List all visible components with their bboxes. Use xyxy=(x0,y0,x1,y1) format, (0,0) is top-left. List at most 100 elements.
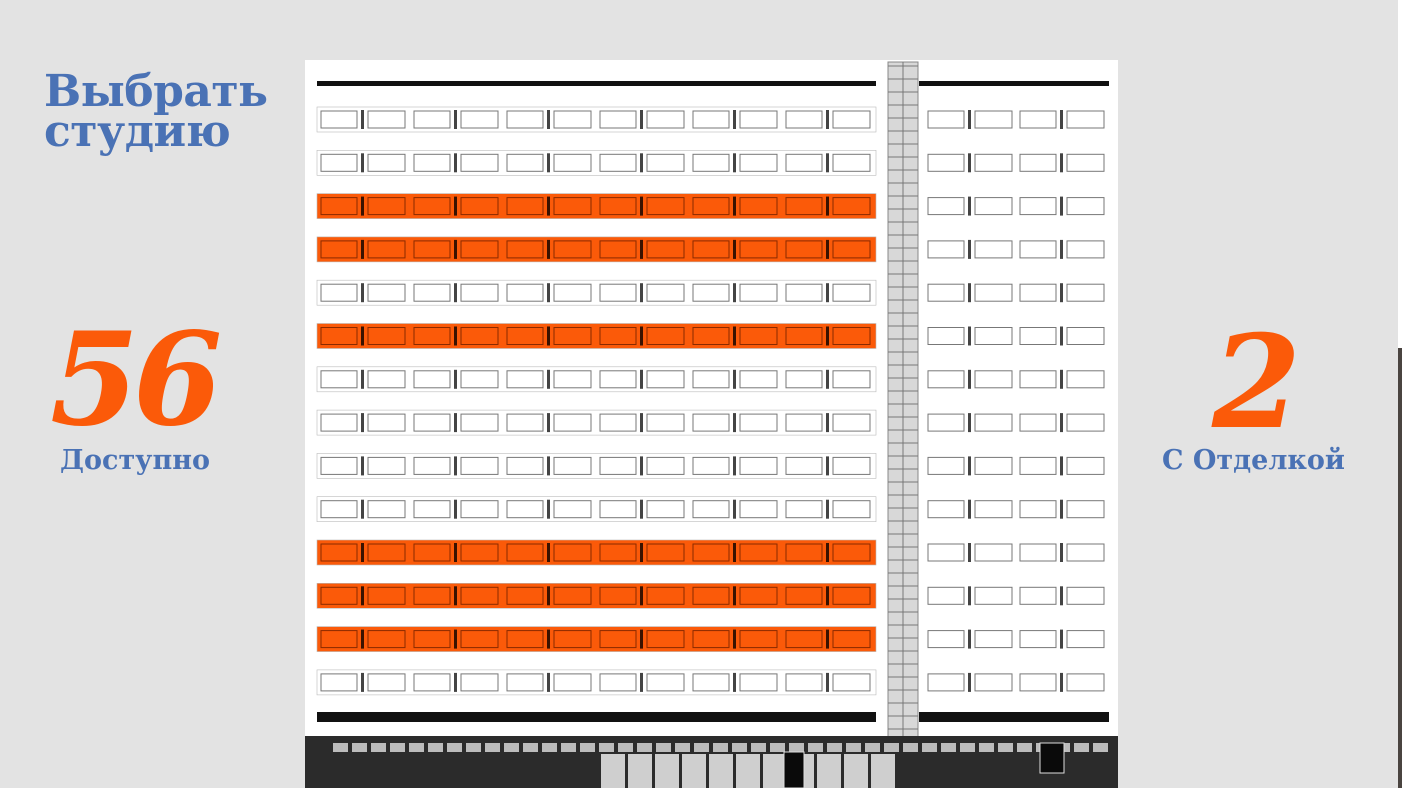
entrance-door[interactable] xyxy=(1039,742,1065,774)
window xyxy=(1019,283,1057,302)
finished-label: С Отделкой xyxy=(1162,445,1345,476)
window xyxy=(1066,456,1105,475)
floor-11[interactable] xyxy=(316,236,877,263)
floor-10[interactable] xyxy=(316,279,877,306)
window-mullion xyxy=(733,369,736,389)
floor-2[interactable] xyxy=(316,626,877,652)
window xyxy=(1066,413,1105,432)
window-mullion xyxy=(640,456,643,476)
ground-window-strip xyxy=(637,743,652,752)
window xyxy=(927,630,965,649)
floor-band[interactable] xyxy=(316,150,877,176)
window xyxy=(692,327,730,345)
stair-shaft xyxy=(887,61,919,741)
floor-12[interactable] xyxy=(316,193,877,219)
window xyxy=(1066,240,1105,259)
floor-band[interactable] xyxy=(316,279,877,306)
floor-13[interactable] xyxy=(316,150,877,176)
floor-band[interactable] xyxy=(316,626,877,652)
floor-3[interactable] xyxy=(316,582,877,609)
ground-window-strip xyxy=(846,743,861,752)
window xyxy=(1066,153,1105,172)
window-mullion xyxy=(547,196,550,216)
floor-14[interactable] xyxy=(316,106,877,133)
window xyxy=(739,456,778,475)
window xyxy=(320,456,358,475)
window-mullion xyxy=(640,283,643,303)
window xyxy=(1019,153,1057,172)
window xyxy=(832,327,871,345)
floor-band[interactable] xyxy=(316,323,877,349)
floor-1[interactable] xyxy=(316,669,877,696)
floor-band[interactable] xyxy=(316,496,877,523)
ground-window-strip xyxy=(808,743,823,752)
ground-window-strip xyxy=(827,743,842,752)
window xyxy=(646,673,685,692)
window xyxy=(646,630,685,649)
window xyxy=(832,197,871,216)
window-mullion xyxy=(454,499,457,519)
window-mullion xyxy=(361,672,364,692)
floor-7[interactable] xyxy=(316,409,877,436)
floor-5[interactable] xyxy=(316,496,877,523)
window xyxy=(832,153,871,172)
window xyxy=(832,500,871,519)
window-mullion xyxy=(733,110,736,129)
floor-6[interactable] xyxy=(316,453,877,479)
ground-window-strip xyxy=(599,743,614,752)
window-mullion xyxy=(968,543,971,562)
window-mullion xyxy=(454,456,457,476)
window xyxy=(739,153,778,172)
window xyxy=(927,197,965,216)
floor-band[interactable] xyxy=(316,409,877,436)
window xyxy=(413,543,451,562)
storefront-panel xyxy=(709,754,733,788)
window xyxy=(646,197,685,216)
entrance-door[interactable] xyxy=(783,751,805,788)
window-mullion xyxy=(826,456,829,476)
floor-band[interactable] xyxy=(316,193,877,219)
floor-band[interactable] xyxy=(316,582,877,609)
floor-band[interactable] xyxy=(316,453,877,479)
window xyxy=(1066,586,1105,605)
window xyxy=(785,240,823,259)
window-mullion xyxy=(454,672,457,692)
window-mullion xyxy=(826,586,829,606)
window xyxy=(599,413,637,432)
page-title: Выбрать студию xyxy=(44,70,294,154)
window xyxy=(832,543,871,562)
floor-band[interactable] xyxy=(316,539,877,566)
window-mullion xyxy=(640,369,643,389)
floor-band[interactable] xyxy=(316,366,877,393)
floor-9[interactable] xyxy=(316,323,877,349)
right-wing-floor xyxy=(927,239,1105,259)
window xyxy=(413,110,451,129)
floor-band[interactable] xyxy=(316,236,877,263)
window xyxy=(320,500,358,519)
floor-band[interactable] xyxy=(316,106,877,133)
window xyxy=(974,413,1013,432)
window-mullion xyxy=(454,369,457,389)
window-mullion xyxy=(454,153,457,173)
building-facade xyxy=(305,60,1118,788)
window-mullion xyxy=(968,413,971,433)
window xyxy=(320,543,358,562)
window xyxy=(646,586,685,605)
window xyxy=(320,110,358,129)
ground-window-strip xyxy=(352,743,367,752)
window xyxy=(739,197,778,216)
floor-4[interactable] xyxy=(316,539,877,566)
window xyxy=(739,673,778,692)
floor-8[interactable] xyxy=(316,366,877,393)
window xyxy=(832,110,871,129)
window-mullion xyxy=(547,672,550,692)
window xyxy=(692,630,730,649)
window xyxy=(599,673,637,692)
window xyxy=(974,197,1013,216)
right-wing-floor xyxy=(927,456,1105,476)
window xyxy=(927,327,965,345)
window xyxy=(460,240,499,259)
window xyxy=(367,500,406,519)
floor-band[interactable] xyxy=(316,669,877,696)
window-mullion xyxy=(547,413,550,433)
